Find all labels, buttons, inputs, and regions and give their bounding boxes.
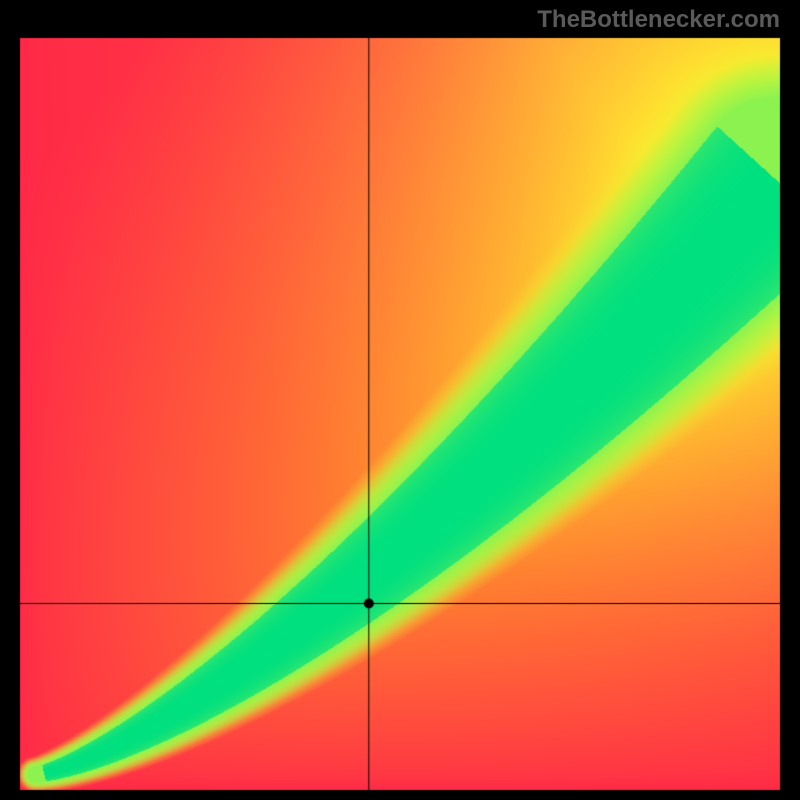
bottleneck-heatmap <box>0 0 800 800</box>
chart-container: TheBottlenecker.com <box>0 0 800 800</box>
attribution-text: TheBottlenecker.com <box>537 6 780 34</box>
